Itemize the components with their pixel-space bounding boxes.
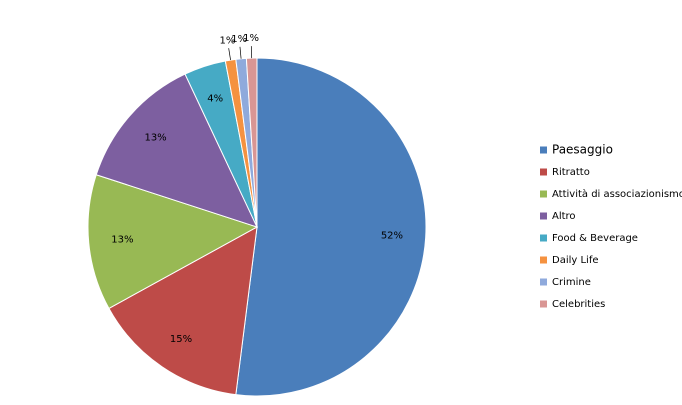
- pie-slice: [87, 174, 259, 310]
- legend-label: Altro: [552, 211, 576, 222]
- data-label: 1%: [231, 34, 247, 45]
- legend-label: Paesaggio: [552, 143, 613, 157]
- pie-slice: [95, 73, 258, 228]
- data-label: 52%: [381, 230, 403, 241]
- leader-line: [239, 46, 242, 59]
- legend-swatch: [540, 212, 547, 220]
- legend-swatch: [540, 234, 547, 242]
- legend-label: Crimine: [552, 277, 591, 288]
- legend-swatch: [540, 256, 547, 264]
- legend-label: Daily Life: [552, 255, 599, 266]
- legend-label: Food & Beverage: [552, 233, 638, 244]
- legend-swatch: [540, 168, 547, 176]
- data-label: 13%: [111, 235, 133, 246]
- data-label: 4%: [207, 93, 223, 104]
- legend-swatch: [540, 190, 547, 198]
- data-label: 1%: [243, 33, 259, 44]
- legend-label: Celebrities: [552, 299, 605, 310]
- pie-slice: [235, 57, 427, 397]
- legend-swatch: [540, 146, 547, 154]
- pie-slice: [108, 226, 258, 396]
- legend-label: Ritratto: [552, 167, 590, 178]
- data-label: 15%: [170, 334, 192, 345]
- leader-line: [228, 48, 231, 61]
- legend-swatch: [540, 278, 547, 286]
- data-label: 13%: [144, 133, 166, 144]
- legend-swatch: [540, 300, 547, 308]
- legend-label: Attività di associazionismo: [552, 188, 682, 200]
- data-label: 1%: [219, 35, 235, 46]
